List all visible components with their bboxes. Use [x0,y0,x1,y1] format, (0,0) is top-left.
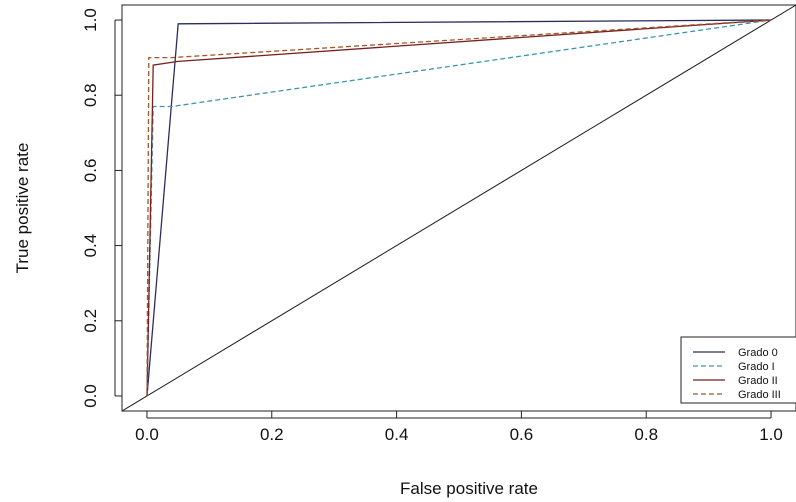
series-lines [146,19,772,397]
plot-frame [121,4,796,412]
plot-border [121,4,796,412]
series-line-1 [146,19,772,397]
y-tick-label: 0.0 [81,384,100,408]
x-tick-label: 1.0 [759,425,783,444]
series-line-3 [146,19,772,397]
y-tick-label: 0.2 [81,309,100,333]
legend-box [680,336,796,404]
x-tick-label: 0.8 [634,425,658,444]
y-tick-label: 0.8 [81,83,100,107]
legend-label: Grado 0 [738,347,778,359]
y-axis-title: True positive rate [13,143,32,274]
legend-label: Grado III [738,389,781,401]
legend: Grado 0 Grado I Grado II Grado III [680,336,796,404]
x-tick-label: 0.6 [510,425,534,444]
y-tick-label: 0.6 [81,159,100,183]
legend-label: Grado I [738,361,775,373]
y-tick-label: 1.0 [81,8,100,32]
reference-diagonal-group [121,4,796,412]
x-tick-label: 0.0 [135,425,159,444]
series-line-4 [146,19,772,397]
x-axis: 0.0 0.2 0.4 0.6 0.8 1.0 [135,411,783,444]
y-tick-label: 0.4 [81,234,100,258]
x-tick-label: 0.4 [385,425,409,444]
y-axis: 0.0 0.2 0.4 0.6 0.8 1.0 [81,8,122,408]
x-axis-title: False positive rate [400,479,538,498]
x-tick-label: 0.2 [260,425,284,444]
reference-diagonal-line [121,4,796,412]
legend-label: Grado II [738,375,778,387]
